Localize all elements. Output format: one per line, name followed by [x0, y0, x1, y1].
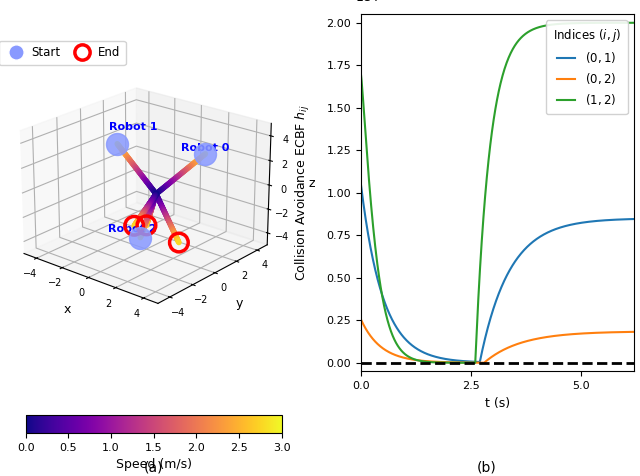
$(0, 2)$	[480, 360, 488, 366]
$(0, 2)$	[357, 317, 365, 322]
$(0, 2)$	[516, 340, 524, 346]
$(0, 2)$	[592, 330, 600, 336]
Line: $(0, 2)$: $(0, 2)$	[361, 319, 634, 363]
$(0, 1)$	[523, 244, 531, 250]
$(0, 1)$	[476, 360, 483, 366]
$(0, 2)$	[523, 338, 531, 344]
Legend: Start, End: Start, End	[0, 40, 125, 65]
$(0, 1)$	[516, 252, 524, 258]
Line: $(0, 1)$: $(0, 1)$	[361, 184, 634, 363]
X-axis label: Speed (m/s): Speed (m/s)	[116, 458, 191, 471]
Text: 1e4: 1e4	[355, 0, 379, 4]
$(0, 1)$	[531, 238, 539, 243]
$(1, 2)$	[374, 263, 381, 269]
$(1, 2)$	[564, 20, 572, 26]
X-axis label: t (s): t (s)	[484, 397, 510, 409]
$(1, 2)$	[357, 71, 365, 77]
$(0, 1)$	[592, 218, 600, 224]
$(1, 2)$	[531, 26, 539, 31]
$(0, 1)$	[374, 277, 381, 282]
$(1, 2)$	[630, 20, 637, 26]
Text: (a): (a)	[144, 460, 163, 474]
$(0, 2)$	[374, 341, 381, 347]
$(0, 2)$	[564, 332, 572, 337]
Y-axis label: Collision Avoidance ECBF $h_{ij}$: Collision Avoidance ECBF $h_{ij}$	[294, 105, 312, 281]
$(1, 2)$	[516, 37, 524, 42]
X-axis label: x: x	[64, 303, 71, 316]
$(1, 2)$	[592, 20, 600, 26]
$(0, 1)$	[357, 181, 365, 187]
Line: $(1, 2)$: $(1, 2)$	[361, 23, 634, 363]
$(1, 2)$	[523, 30, 531, 36]
$(0, 2)$	[630, 329, 637, 335]
$(0, 1)$	[564, 222, 572, 228]
Y-axis label: y: y	[236, 297, 243, 309]
$(0, 2)$	[531, 337, 539, 342]
$(0, 1)$	[630, 216, 637, 222]
Text: (b): (b)	[477, 460, 496, 474]
$(1, 2)$	[472, 360, 479, 366]
Legend: $(0, 1)$, $(0, 2)$, $(1, 2)$: $(0, 1)$, $(0, 2)$, $(1, 2)$	[546, 20, 628, 114]
